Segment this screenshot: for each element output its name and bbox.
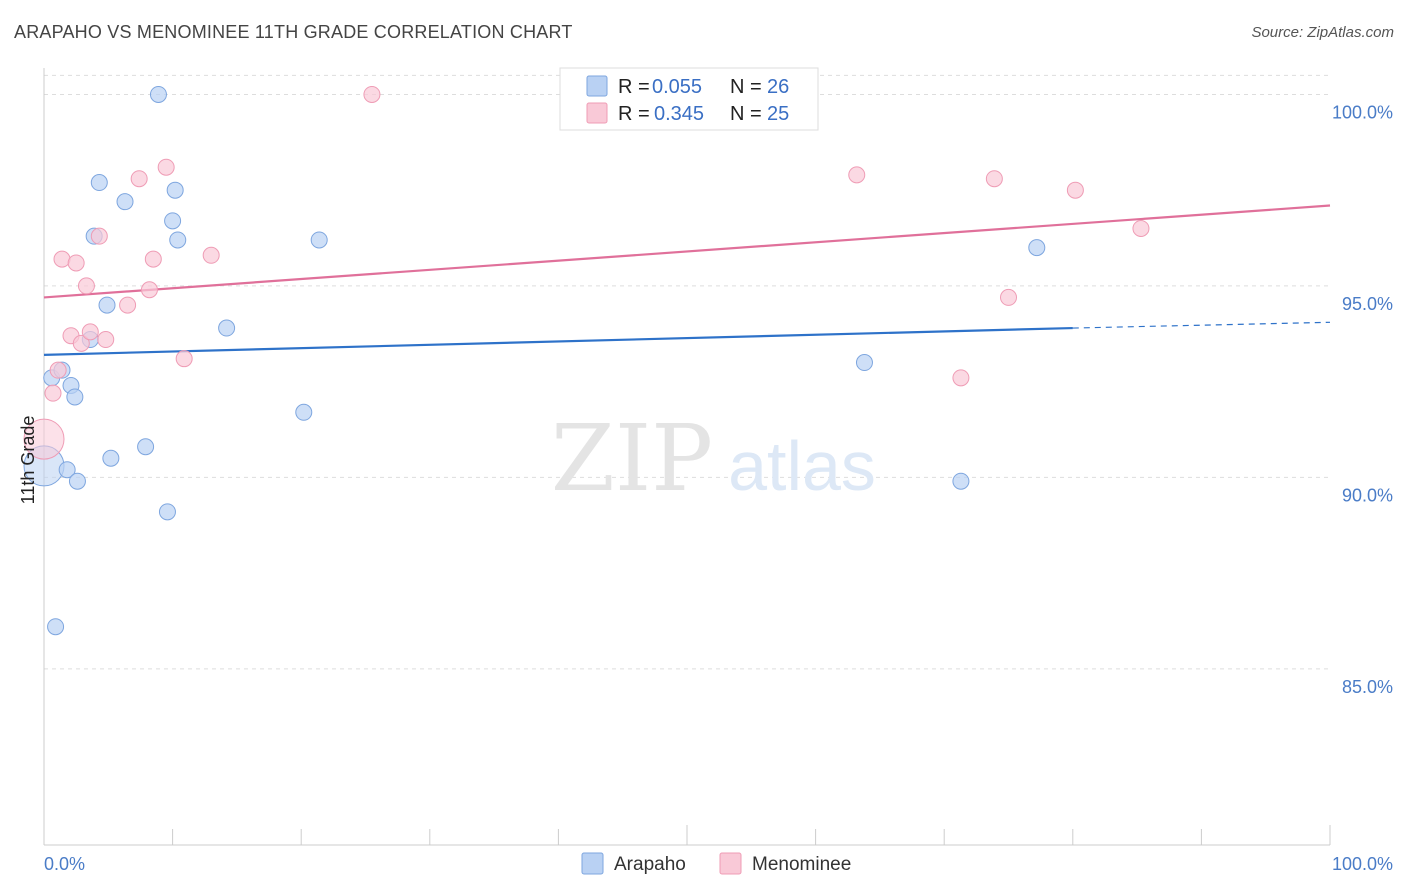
legend-n-value-menominee: 25: [767, 103, 789, 125]
point-menominee: [985, 170, 1003, 188]
trend-line-arapaho-extension: [1072, 321, 1331, 329]
point-menominee: [72, 334, 90, 352]
point-menominee: [140, 281, 158, 299]
point-arapaho: [66, 388, 84, 406]
legend-r-value-arapaho: 0.055: [652, 76, 702, 98]
legend-swatch-arapaho: [586, 75, 608, 97]
point-menominee: [49, 361, 67, 379]
point-menominee: [848, 166, 866, 184]
tick-labels: 85.0% 90.0% 95.0% 100.0% 0.0% 100.0%: [44, 102, 1393, 874]
point-arapaho: [952, 472, 970, 490]
legend-label-menominee: Menominee: [752, 854, 851, 875]
legend-swatch-menominee: [586, 102, 608, 124]
point-menominee: [81, 323, 99, 341]
point-arapaho: [166, 181, 184, 199]
legend-swatch-arapaho-bottom: [581, 852, 604, 875]
y-tick-label: 95.0%: [1342, 294, 1393, 314]
x-tick-label: 100.0%: [1332, 854, 1393, 874]
point-arapaho: [137, 438, 155, 456]
point-arapaho: [169, 231, 187, 249]
y-tick-label: 90.0%: [1342, 485, 1393, 505]
x-tick-label: 0.0%: [44, 854, 85, 874]
series-legend: Arapaho Menominee: [581, 852, 851, 875]
legend-n-value-arapaho: 26: [767, 76, 789, 98]
source-label: Source: ZipAtlas.com: [1251, 24, 1394, 41]
point-arapaho: [295, 403, 313, 421]
point-menominee: [363, 85, 381, 103]
y-tick-label: 85.0%: [1342, 677, 1393, 697]
point-arapaho: [102, 449, 120, 467]
chart-title: ARAPAHO VS MENOMINEE 11TH GRADE CORRELAT…: [14, 22, 573, 42]
point-arapaho: [310, 231, 328, 249]
point-arapaho: [164, 212, 182, 230]
watermark-atlas: atlas: [728, 427, 876, 505]
data-points: [23, 85, 1150, 636]
point-menominee: [1000, 288, 1017, 306]
trend-lines: [43, 204, 1331, 356]
point-menominee: [97, 331, 115, 349]
point-menominee: [130, 170, 148, 188]
point-menominee: [1066, 181, 1084, 199]
legend-n-label-arapaho: N =: [730, 76, 762, 98]
point-menominee: [23, 418, 65, 460]
point-arapaho: [158, 503, 176, 521]
point-menominee: [77, 277, 95, 295]
watermark: ZIP atlas: [551, 405, 876, 512]
point-arapaho: [68, 472, 86, 490]
legend-label-arapaho: Arapaho: [614, 854, 686, 875]
point-arapaho: [855, 354, 873, 372]
point-menominee: [952, 369, 970, 387]
legend-r-value-menominee: 0.345: [654, 103, 704, 125]
point-menominee: [119, 296, 137, 314]
point-menominee: [53, 250, 71, 268]
point-menominee: [1132, 219, 1150, 237]
gridlines: [44, 74, 1330, 670]
point-arapaho: [58, 461, 76, 479]
point-arapaho: [1028, 239, 1046, 257]
legend-n-label-menominee: N =: [730, 103, 762, 125]
watermark-zip: ZIP: [551, 405, 713, 512]
point-menominee: [67, 254, 85, 272]
y-tick-label: 100.0%: [1332, 102, 1393, 122]
trend-line-arapaho: [43, 326, 1073, 356]
legend-swatch-menominee-bottom: [719, 852, 742, 875]
point-arapaho: [116, 193, 134, 211]
point-arapaho: [98, 296, 116, 314]
point-arapaho: [47, 618, 65, 636]
point-menominee: [90, 227, 108, 245]
stats-legend: R = 0.055 N = 26 R = 0.345 N = 25: [559, 67, 819, 131]
point-menominee: [157, 158, 175, 176]
point-menominee: [175, 350, 193, 368]
point-menominee: [44, 384, 62, 402]
legend-r-label-menominee: R =: [618, 103, 650, 125]
point-menominee: [144, 250, 162, 268]
point-menominee: [202, 246, 220, 264]
y-axis-label: 11th Grade: [18, 416, 38, 505]
point-arapaho: [90, 174, 108, 192]
trend-line-menominee: [43, 204, 1331, 299]
legend-r-label-arapaho: R =: [618, 76, 650, 98]
point-arapaho: [218, 319, 236, 337]
point-arapaho: [149, 85, 167, 103]
